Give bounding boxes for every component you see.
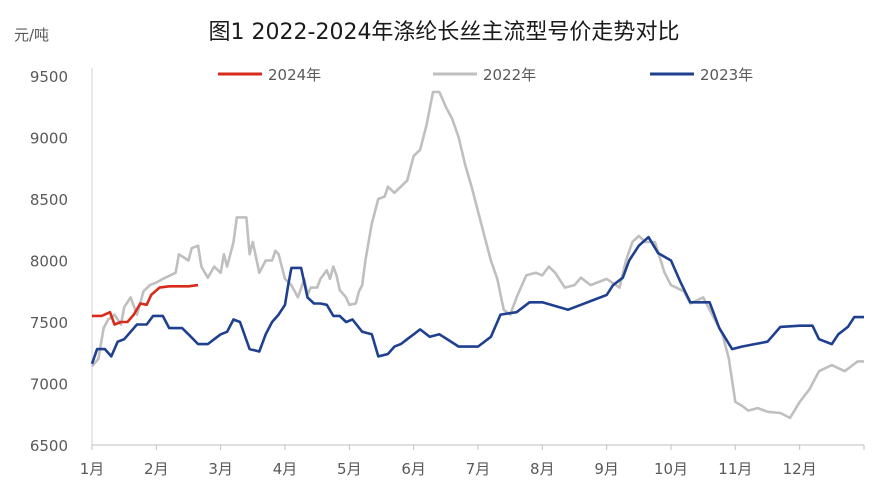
series-line-2023年 bbox=[90, 235, 864, 365]
x-tick-label: 11月 bbox=[718, 460, 752, 478]
y-axis: 6500 7000 7500 8000 8500 9000 9500 bbox=[30, 68, 93, 455]
y-axis-unit-label: 元/吨 bbox=[14, 26, 50, 44]
y-tick-label: 9500 bbox=[30, 68, 68, 86]
series-line-2022年 bbox=[91, 90, 864, 420]
series-lines bbox=[90, 90, 864, 420]
x-tick-label: 1月 bbox=[80, 460, 105, 478]
y-tick-label: 8000 bbox=[30, 253, 68, 271]
y-tick-label: 7500 bbox=[30, 314, 68, 332]
x-tick-label: 9月 bbox=[594, 460, 619, 478]
legend-label: 2023年 bbox=[700, 66, 753, 84]
x-tick-label: 8月 bbox=[530, 460, 555, 478]
x-tick-label: 3月 bbox=[208, 460, 233, 478]
y-tick-label: 9000 bbox=[30, 130, 68, 148]
y-tick-label: 6500 bbox=[30, 437, 68, 455]
chart-title: 图1 2022-2024年涤纶长丝主流型号价走势对比 bbox=[208, 20, 680, 45]
x-tick-label: 5月 bbox=[337, 460, 362, 478]
x-tick-label: 10月 bbox=[654, 460, 688, 478]
series-line-2024年 bbox=[92, 283, 199, 326]
x-tick-label: 12月 bbox=[783, 460, 817, 478]
x-tick-label: 6月 bbox=[401, 460, 426, 478]
x-tick-label: 2月 bbox=[144, 460, 169, 478]
legend-label: 2022年 bbox=[483, 66, 536, 84]
y-tick-label: 8500 bbox=[30, 191, 68, 209]
y-tick-label: 7000 bbox=[30, 376, 68, 394]
x-tick-label: 4月 bbox=[273, 460, 298, 478]
x-axis: 1月 2月 3月 4月 5月 6月 7月 8月 9月 10月 11月 12月 bbox=[80, 444, 865, 478]
legend: 2024年 2022年 2023年 bbox=[218, 66, 753, 84]
x-tick-label: 7月 bbox=[466, 460, 491, 478]
legend-label: 2024年 bbox=[268, 66, 321, 84]
